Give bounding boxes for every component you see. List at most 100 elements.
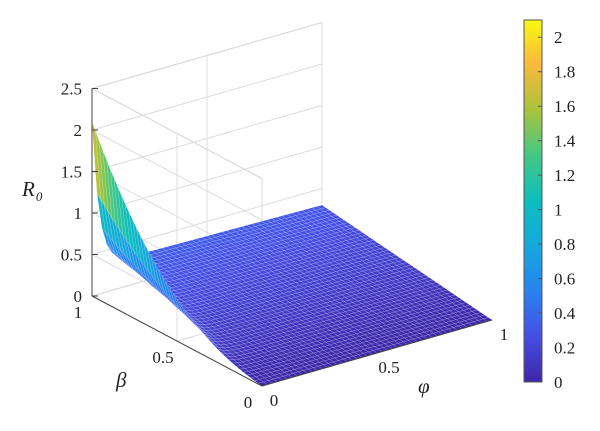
surface-patch <box>215 274 226 279</box>
surface-patch <box>343 232 354 237</box>
surface-patch <box>169 262 180 267</box>
surface-patch <box>238 275 248 280</box>
surface-patch <box>191 238 202 243</box>
surface-patch <box>233 248 244 253</box>
surface-patch <box>311 220 322 225</box>
surface-patch <box>239 353 250 359</box>
surface-patch <box>208 240 219 246</box>
surface-patch <box>217 338 228 342</box>
surface-patch <box>201 303 212 308</box>
colorbar-tick-label: 1.8 <box>554 63 575 82</box>
surface-patch <box>224 329 235 334</box>
surface-patch <box>243 356 253 362</box>
surface-patch <box>163 267 174 272</box>
z-tick-label: 0 <box>74 287 83 306</box>
surface-patch <box>179 287 190 293</box>
surface-patch <box>248 244 259 249</box>
surface-patch <box>237 250 248 256</box>
surface-patch <box>173 293 183 312</box>
surface-patch <box>217 309 228 315</box>
surface-patch <box>166 245 177 250</box>
surface-patch <box>158 269 168 295</box>
beta-axis-line <box>91 295 263 387</box>
surface-patch <box>215 341 226 346</box>
surface-patch <box>206 329 217 334</box>
surface-patch <box>207 244 218 250</box>
surface-patch <box>341 250 352 255</box>
surface-patch <box>246 290 257 296</box>
surface-patch <box>210 318 220 324</box>
colorbar-tick-label: 1.2 <box>554 166 575 185</box>
colorbar-tick-label: 0.6 <box>554 270 575 289</box>
z-tick-label: 2.5 <box>61 80 82 99</box>
surface-patch <box>235 365 246 370</box>
surface-patch <box>301 208 312 214</box>
surface-patch <box>193 312 204 317</box>
surface-patch <box>219 248 230 253</box>
surface-patch <box>287 237 298 242</box>
surface-patch <box>320 245 331 251</box>
surface-patch <box>239 368 250 373</box>
surface-patch <box>219 330 230 335</box>
surface-patch <box>233 344 244 350</box>
surface-patch <box>200 321 211 325</box>
surface-patch <box>171 243 182 249</box>
y-axis-label: β <box>115 368 127 392</box>
surface-patch <box>267 228 278 233</box>
surface-patch <box>189 285 200 290</box>
surface-patch <box>241 239 252 244</box>
surface-patch <box>191 266 201 272</box>
surface-patch <box>217 348 228 355</box>
surface-patch <box>229 356 240 361</box>
surface-patch <box>228 331 239 337</box>
surface-patch <box>184 309 194 324</box>
surface-patch <box>238 246 249 252</box>
surface-patch <box>196 304 207 309</box>
surface-patch <box>173 278 184 284</box>
colorbar-tick-label: 1 <box>554 201 563 220</box>
surface-patch <box>180 304 190 320</box>
surface-patch <box>291 211 302 216</box>
surface-patch <box>238 357 248 363</box>
surface-patch <box>339 230 350 235</box>
surface-patch <box>288 219 299 224</box>
surface-patch <box>186 239 197 245</box>
surface-patch <box>139 234 149 272</box>
surface-patch <box>318 239 329 244</box>
surface-patch <box>300 251 311 256</box>
surface-patch <box>330 243 341 248</box>
surface-patch <box>245 363 256 368</box>
surface-patch <box>305 249 316 255</box>
surface-patch <box>334 245 345 250</box>
surface-patch <box>301 237 311 242</box>
z-tick-label: 0.5 <box>61 246 82 265</box>
surface-patch <box>168 280 179 285</box>
phi-tick-label: 0 <box>270 391 279 410</box>
beta-tick-label: 0.5 <box>152 348 173 367</box>
surface-patch <box>308 213 319 219</box>
beta-tick-label: 1 <box>74 303 83 322</box>
surface-patch <box>197 300 208 306</box>
surface-patch <box>176 298 186 316</box>
surface-patch <box>220 340 231 345</box>
colorbar-gradient <box>523 19 543 383</box>
surface-patch <box>241 253 251 258</box>
surface-patch <box>199 282 210 287</box>
surface-patch <box>147 249 157 282</box>
surface-patch <box>163 252 174 258</box>
surface-patch <box>202 313 213 318</box>
surface-patch <box>232 320 243 325</box>
surface-patch <box>225 353 236 358</box>
surface-patch <box>176 242 187 247</box>
surface-patch <box>185 296 196 302</box>
colorbar: 0 0.2 0.4 0.6 0.8 1 1.2 1.4 1.6 1.8 2 <box>523 19 576 392</box>
surface-patch <box>350 237 361 242</box>
colorbar-tick-label: 1.6 <box>554 97 575 116</box>
surface-patch <box>209 308 219 313</box>
surface-patch <box>170 286 181 291</box>
surface-patch <box>239 243 250 248</box>
surface-patch <box>137 256 147 278</box>
colorbar-tick-label: 0.2 <box>554 339 575 358</box>
surface-patch <box>132 219 142 262</box>
